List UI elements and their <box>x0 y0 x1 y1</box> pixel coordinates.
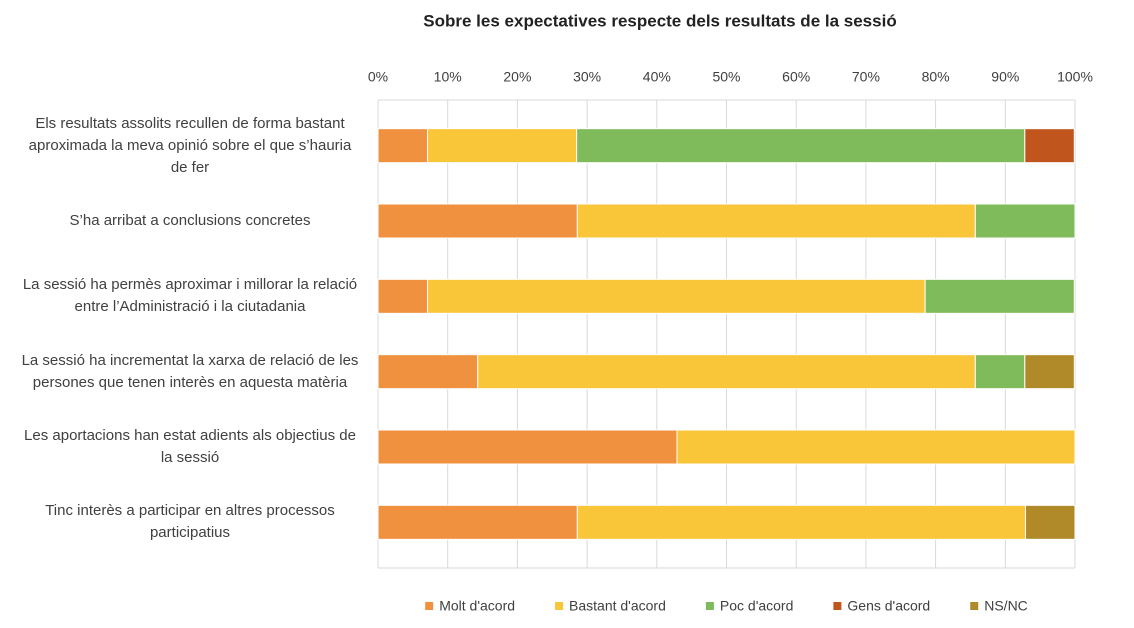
x-tick-label: 30% <box>573 69 601 85</box>
bar-segment <box>1024 354 1075 390</box>
bar-segment <box>576 128 1026 164</box>
bar-segment <box>426 128 578 164</box>
chart-title: Sobre les expectatives respecte dels res… <box>423 11 896 30</box>
legend-swatch <box>425 602 434 610</box>
bar-segment <box>377 504 578 540</box>
legend-label: Bastant d'acord <box>569 598 666 614</box>
y-tick-label: Les aportacions han estat adients als ob… <box>24 427 356 466</box>
bar-segment <box>576 203 976 239</box>
x-tick-label: 40% <box>643 69 671 85</box>
legend-label: Gens d'acord <box>847 598 930 614</box>
y-tick-label: S’ha arribat a conclusions concretes <box>69 212 311 229</box>
bar-segment <box>477 354 976 390</box>
bar-segment <box>1024 128 1075 164</box>
bar-segment <box>576 504 1027 540</box>
legend-swatch <box>833 602 842 610</box>
y-tick-label: Tinc interès a participar en altres proc… <box>45 502 335 542</box>
x-tick-label: 10% <box>434 69 462 85</box>
legend-label: Poc d'acord <box>720 598 794 614</box>
y-tick-label: La sessió ha incrementat la xarxa de rel… <box>21 351 359 391</box>
x-tick-label: 90% <box>991 69 1019 85</box>
x-tick-label: 50% <box>712 69 740 85</box>
bar-segment <box>377 128 428 164</box>
x-tick-label: 20% <box>503 69 531 85</box>
legend-swatch <box>970 602 979 610</box>
bar-segment <box>426 278 926 314</box>
x-tick-label: 100% <box>1057 69 1093 85</box>
x-tick-label: 80% <box>922 69 950 85</box>
bar-segment <box>974 354 1026 390</box>
legend-label: Molt d'acord <box>439 598 515 614</box>
x-tick-label: 70% <box>852 69 880 85</box>
bar-segment <box>676 429 1076 465</box>
legend-swatch <box>705 602 714 610</box>
bar-segment <box>974 203 1076 239</box>
bar-segment <box>1025 504 1076 540</box>
x-tick-label: 60% <box>782 69 810 85</box>
bar-segment <box>377 354 479 390</box>
bar-segment <box>377 203 578 239</box>
bar-segment <box>924 278 1075 314</box>
x-tick-label: 0% <box>368 69 388 85</box>
legend-label: NS/NC <box>984 598 1028 614</box>
bar-segment <box>377 278 428 314</box>
legend-swatch <box>555 602 564 610</box>
bar-segment <box>377 429 678 465</box>
y-tick-label: La sessió ha permès aproximar i millorar… <box>22 276 358 316</box>
y-tick-label: Els resultats assolits recullen de forma… <box>28 114 352 176</box>
